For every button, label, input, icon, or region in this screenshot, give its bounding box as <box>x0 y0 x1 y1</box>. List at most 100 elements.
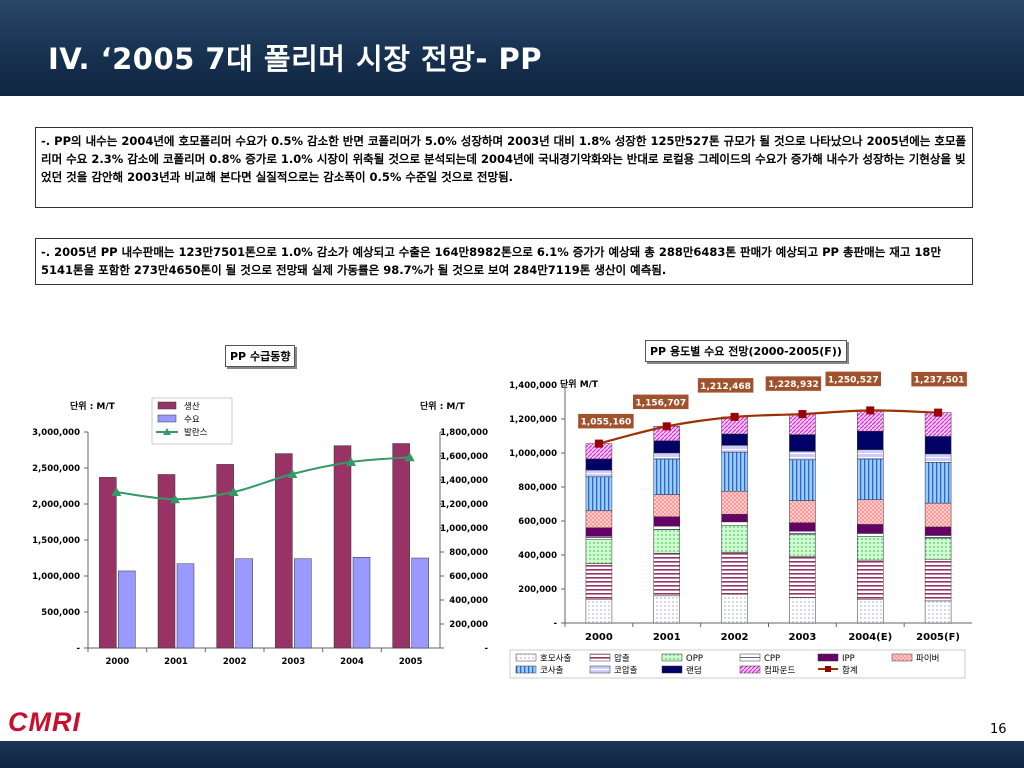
right-axis-tick-label: 1,400,000 <box>440 476 488 486</box>
stack-segment <box>857 532 884 537</box>
legend-label: IPP <box>842 654 855 664</box>
legend-swatch <box>661 665 683 674</box>
right-axis-tick-label: - <box>484 644 488 654</box>
y-axis-tick-label: 1,400,000 <box>509 381 557 391</box>
right-axis-tick-label: 1,000,000 <box>440 524 488 534</box>
total-line <box>598 409 939 445</box>
stack-segment <box>721 491 748 515</box>
production-bar <box>392 443 410 649</box>
stack-segment <box>585 458 613 471</box>
summary-text-2: -. 2005년 PP 내수판매는 123만7501톤으로 1.0% 감소가 예… <box>41 245 942 277</box>
stack-segment <box>857 430 884 450</box>
legend-box <box>509 649 966 679</box>
stack-segment <box>721 451 748 492</box>
data-label-box <box>910 371 968 387</box>
total-marker <box>798 410 807 419</box>
legend-label: 호모사출 <box>540 653 571 664</box>
legend-marker-total <box>825 666 831 672</box>
usage-demand-chart: 단위 M/T - 200,000 400,000 600,000 800,000 1,000… <box>509 371 972 679</box>
data-label-box <box>825 371 882 387</box>
stack-segment <box>585 476 613 512</box>
stack-segment <box>924 453 952 463</box>
stack-segment <box>857 449 884 460</box>
legend-swatch-production <box>157 401 177 410</box>
stack-segment <box>924 462 952 504</box>
stack-segment <box>924 537 952 560</box>
x-axis-tick-label: 2000 <box>585 632 613 643</box>
stack-segment <box>585 563 613 600</box>
legend-label: 랜덤 <box>686 665 702 676</box>
stack-segment <box>789 459 816 501</box>
stack-segment <box>857 499 884 525</box>
balance-marker <box>228 487 239 496</box>
legend-swatch <box>739 665 761 674</box>
x-axis-tick-label: 2002 <box>721 632 749 643</box>
stack-segment <box>585 510 613 529</box>
cmri-logo: CMRI <box>8 707 81 737</box>
legend-label-total: 합계 <box>842 665 858 676</box>
production-bar <box>333 445 352 649</box>
data-label: 1,228,932 <box>768 380 819 390</box>
left-chart-title: PP 수급동향 <box>225 345 296 367</box>
stack-segment <box>857 598 884 624</box>
production-bar <box>275 453 293 649</box>
stack-segment <box>789 522 816 532</box>
y-axis-tick-label: 1,000,000 <box>509 449 557 459</box>
total-marker <box>662 422 671 431</box>
stack-segment <box>721 521 748 526</box>
stack-segment <box>924 436 952 455</box>
left-axis-tick-label: 1,000,000 <box>32 572 80 582</box>
right-unit-label: 단위 : M/T <box>420 400 466 412</box>
production-bar <box>157 474 176 649</box>
stack-segment <box>721 525 748 553</box>
legend-swatch <box>515 665 537 674</box>
legend-label-demand: 수요 <box>184 415 200 425</box>
total-marker <box>594 439 603 448</box>
footer-bar <box>0 741 1024 768</box>
y-axis-tick-label: 200,000 <box>518 585 557 595</box>
stack-segment <box>585 527 613 537</box>
stack-segment <box>585 469 613 478</box>
data-label: 1,237,501 <box>914 376 965 386</box>
unit-label: 단위 M/T <box>560 378 599 390</box>
stack-segment <box>857 524 884 534</box>
right-axis-tick-label: 600,000 <box>449 572 488 582</box>
stack-segment <box>789 500 816 523</box>
left-axis-tick-label: 3,000,000 <box>32 428 80 438</box>
y-axis-tick-label: 800,000 <box>518 483 557 493</box>
x-axis-tick-label: 2002 <box>223 657 247 667</box>
stack-segment <box>653 458 680 495</box>
stack-segment <box>857 536 884 561</box>
data-label: 1,156,707 <box>635 398 686 408</box>
stack-segment <box>653 494 680 517</box>
stack-segment <box>653 595 680 624</box>
stack-segment <box>653 452 680 460</box>
left-axis-tick-label: 2,000,000 <box>32 500 80 510</box>
legend-label-balance: 발란스 <box>184 427 208 438</box>
data-label-box <box>632 394 689 410</box>
balance-marker <box>404 452 415 462</box>
stack-segment <box>721 513 748 523</box>
legend-swatch <box>589 665 611 674</box>
legend-swatch <box>739 653 761 662</box>
stack-segment <box>924 559 952 602</box>
stack-segment <box>721 433 748 446</box>
production-bar <box>216 464 234 649</box>
left-axis-tick-label: 1,500,000 <box>32 536 80 546</box>
balance-marker <box>170 494 180 504</box>
stack-segment <box>924 502 952 528</box>
legend-swatch <box>589 653 611 662</box>
x-axis-tick-label: 2004(E) <box>848 632 892 643</box>
stack-segment <box>789 434 816 452</box>
x-axis-tick-label: 2001 <box>164 657 188 667</box>
demand-bar <box>352 557 371 649</box>
right-axis-tick-label: 1,200,000 <box>440 500 488 510</box>
total-marker <box>934 408 943 417</box>
x-axis-tick-label: 2005 <box>399 657 423 667</box>
data-label: 1,250,527 <box>828 375 879 385</box>
right-axis-tick-label: 1,800,000 <box>440 428 488 438</box>
data-label: 1,212,468 <box>700 382 751 392</box>
legend-swatch <box>817 653 839 662</box>
balance-marker <box>346 457 356 466</box>
